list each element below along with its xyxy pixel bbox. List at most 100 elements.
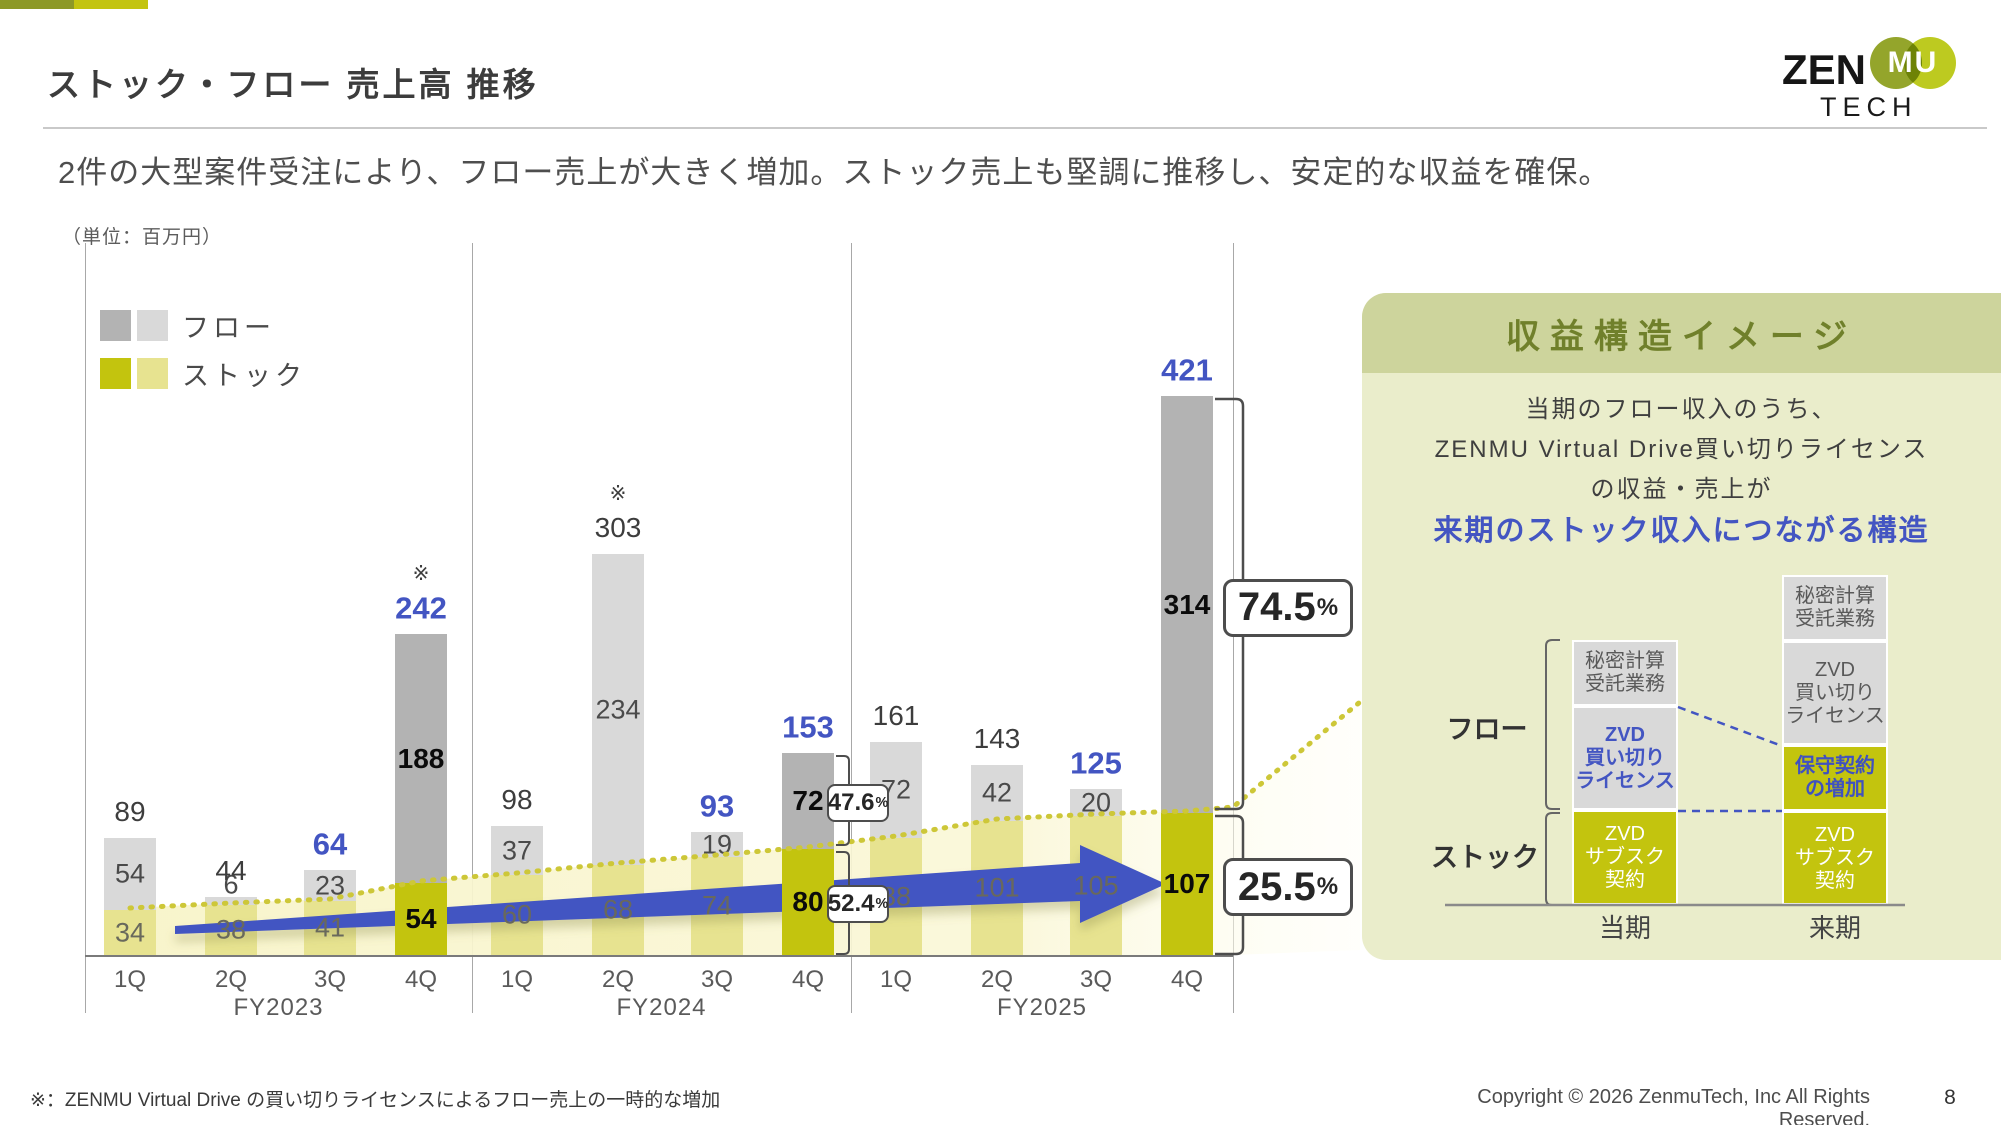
value-fy2023-4q-flow: 188 xyxy=(397,742,445,774)
value-fy2024-2q-flow: 234 xyxy=(595,694,641,724)
logo-tech-text: TECH xyxy=(1820,92,1918,122)
note-fy2024-2q: ※ xyxy=(609,483,627,505)
panel-body-line-1: 当期のフロー収入のうち、 xyxy=(1525,396,1838,423)
pct-badge-fy2025-stock: 25.5% xyxy=(1223,858,1353,916)
pct-badge-fy2024-stock: 52.4% xyxy=(827,885,889,923)
mini-segment-line: ライセンス xyxy=(1575,769,1675,792)
pct-value: 52.4 xyxy=(827,890,875,917)
axis-label-fy2023-3q: 3Q xyxy=(313,966,347,993)
pct-value: 47.6 xyxy=(827,789,875,816)
panel-body-line-2: ZENMU Virtual Drive買い切りライセンス xyxy=(1434,436,1929,463)
value-fy2023-3q-flow: 23 xyxy=(314,870,346,900)
mini-segment-line: ZVD xyxy=(1815,658,1855,681)
mini-segment-line: の増加 xyxy=(1805,778,1865,800)
value-fy2024-2q-stock: 68 xyxy=(602,894,634,925)
axis-label-fy2025-2q: 2Q xyxy=(980,966,1014,993)
total-fy2024-1q: 98 xyxy=(501,784,533,815)
mini-row-label-flow: フロー xyxy=(1446,714,1528,745)
mini-row-label-stock: ストック xyxy=(1431,842,1539,873)
legend-swatch-flow-light xyxy=(137,310,168,341)
axis-label-fy2024-3q: 3Q xyxy=(700,966,734,993)
axis-label-fy2024-1q: 1Q xyxy=(500,966,534,993)
value-fy2023-1q-stock: 34 xyxy=(114,917,146,947)
pct-sign: % xyxy=(1316,593,1339,621)
total-fy2024-3q: 93 xyxy=(699,788,735,824)
total-fy2025-3q: 125 xyxy=(1070,745,1122,781)
chart-divider-left xyxy=(85,243,86,1013)
total-fy2023-2q: 44 xyxy=(215,855,247,886)
mini-segment-1-1: ZVD 買い切り ライセンス xyxy=(1782,641,1888,745)
mini-segment-line: 秘密計算 xyxy=(1585,650,1665,672)
axis-label-fy2023-1q: 1Q xyxy=(113,966,147,993)
mini-segment-line: ZVD xyxy=(1815,823,1855,846)
chart-divider-fy23-24 xyxy=(472,243,473,1013)
legend-swatch-flow-dark xyxy=(100,310,131,341)
mini-segment-line: サブスク xyxy=(1795,846,1875,869)
mini-segment-line: 買い切り xyxy=(1795,681,1875,704)
total-fy2025-1q: 161 xyxy=(872,700,920,731)
logo-circle-yellow xyxy=(1904,37,1956,89)
total-fy2024-4q: 153 xyxy=(782,709,834,745)
value-fy2025-4q-stock: 107 xyxy=(1163,868,1211,899)
pct-badge-fy2024-flow: 47.6% xyxy=(827,784,889,822)
value-fy2024-3q-flow: 19 xyxy=(701,829,733,859)
copyright: Copyright © 2026 ZenmuTech, Inc All Righ… xyxy=(1477,1086,1870,1125)
page-number: 8 xyxy=(1944,1086,1956,1109)
legend-row-flow: フロー xyxy=(100,306,306,345)
value-fy2023-1q-flow: 54 xyxy=(114,858,146,889)
axis-group-fy2024: FY2024 xyxy=(616,994,707,1021)
panel-title: 収益構造イメージ xyxy=(1505,317,1858,356)
chart-baseline xyxy=(85,955,1233,957)
mini-segment-1-2: 保守契約 の増加 xyxy=(1782,745,1888,811)
revenue-structure-panel: 収益構造イメージ 当期のフロー収入のうち、 ZENMU Virtual Driv… xyxy=(1362,293,2001,960)
mini-segment-line: 受託業務 xyxy=(1795,608,1875,630)
value-fy2023-3q-stock: 41 xyxy=(314,912,346,943)
key-message: 2件の大型案件受注により、フロー売上が大きく増加。ストック売上も堅調に推移し、安… xyxy=(58,155,1611,190)
title-rule xyxy=(43,127,1987,129)
mini-period-next: 来期 xyxy=(1808,913,1862,943)
panel-body-line-3: の収益・売上が xyxy=(1590,476,1773,503)
pct-sign: % xyxy=(1316,873,1339,900)
legend-label-stock: ストック xyxy=(182,361,306,391)
page-title: ストック・フロー 売上高 推移 xyxy=(47,66,539,103)
mini-segment-line: ライセンス xyxy=(1785,704,1885,727)
axis-group-fy2023: FY2023 xyxy=(233,994,324,1021)
footnote: ※：ZENMU Virtual Drive の買い切りライセンスによるフロー売上… xyxy=(30,1090,721,1111)
legend-label-flow: フロー xyxy=(182,313,275,343)
mini-segment-0-0: 秘密計算 受託業務 xyxy=(1572,640,1678,706)
pct-value: 25.5 xyxy=(1237,864,1316,909)
note-fy2023-4q: ※ xyxy=(412,563,430,585)
total-fy2024-2q: 303 xyxy=(594,512,642,543)
value-fy2025-3q-flow: 20 xyxy=(1080,787,1112,817)
axis-label-fy2025-3q: 3Q xyxy=(1079,966,1113,993)
legend-swatch-stock-dark xyxy=(100,358,131,389)
logo-zen-text: ZEN xyxy=(1782,46,1866,93)
pct-sign: % xyxy=(875,795,889,811)
axis-label-fy2025-1q: 1Q xyxy=(879,966,913,993)
value-fy2023-4q-stock: 54 xyxy=(405,903,437,934)
mini-segment-line: 契約 xyxy=(1815,869,1855,892)
total-fy2023-1q: 89 xyxy=(114,796,146,827)
axis-label-fy2024-4q: 4Q xyxy=(791,966,825,993)
mini-segment-line: 保守契約 xyxy=(1795,755,1875,777)
chart-legend: フロー ストック xyxy=(100,306,306,402)
axis-label-fy2023-4q: 4Q xyxy=(404,966,438,993)
corner-accent-dark xyxy=(0,0,74,9)
mini-segment-line: 受託業務 xyxy=(1585,673,1665,695)
value-fy2024-1q-stock: 60 xyxy=(501,899,533,930)
mini-segment-line: 契約 xyxy=(1605,869,1645,891)
mini-segment-line: 買い切り xyxy=(1585,746,1665,769)
mini-segment-0-1: ZVD 買い切り ライセンス xyxy=(1572,706,1678,810)
mini-segment-line: ZVD xyxy=(1605,723,1645,746)
pct-value: 74.5 xyxy=(1237,585,1316,629)
mini-segment-0-2: ZVD サブスク 契約 xyxy=(1572,810,1678,905)
axis-label-fy2025-4q: 4Q xyxy=(1170,966,1204,993)
unit-label: （単位：百万円） xyxy=(62,227,223,248)
corner-accent-yellow xyxy=(74,0,148,9)
value-fy2024-4q-stock: 80 xyxy=(792,886,824,917)
legend-swatch-stock-light xyxy=(137,358,168,389)
value-fy2023-2q-stock: 38 xyxy=(215,914,247,945)
value-fy2024-3q-stock: 74 xyxy=(701,890,733,921)
mini-segment-line: 秘密計算 xyxy=(1795,585,1875,607)
